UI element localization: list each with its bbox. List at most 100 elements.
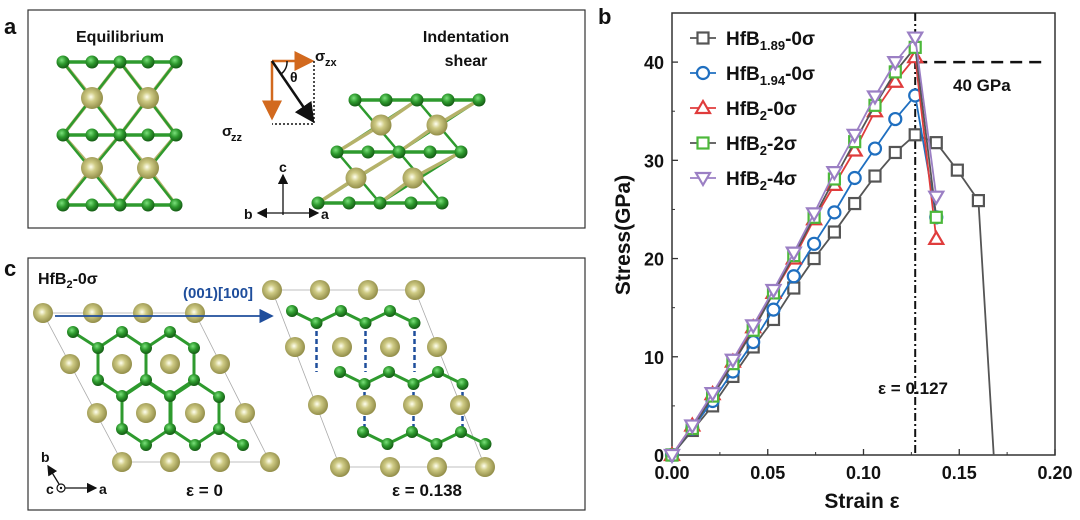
boron-atom [358, 378, 371, 390]
data-point-0 [888, 145, 902, 160]
legend-entry: HfB2-0σ [726, 99, 797, 123]
hafnium-atom [83, 303, 103, 323]
b-axis-label: b [244, 206, 253, 222]
boron-atom [56, 198, 70, 212]
legend-entry: HfB2-2σ [726, 134, 797, 158]
panel-c-label: c [4, 256, 16, 281]
boron-atom [379, 93, 393, 107]
y-tick-label: 20 [644, 250, 664, 270]
data-point-4 [927, 190, 946, 206]
boron-atom [286, 305, 298, 317]
boron-atom [408, 317, 421, 329]
hafnium-atom [403, 395, 423, 415]
boron-atom [359, 317, 372, 329]
c-axis-dot [59, 486, 63, 490]
boron-atom [423, 145, 437, 159]
sigma-zz-sigma: σ [222, 123, 232, 140]
data-point-4 [886, 56, 905, 72]
b-axis-label-c: b [41, 449, 50, 465]
boron-atom [113, 198, 127, 212]
hafnium-atom [60, 354, 80, 374]
hafnium-atom [260, 452, 280, 472]
boron-atom [85, 55, 99, 69]
hafnium-atom [210, 452, 230, 472]
boron-atom [384, 305, 396, 317]
threshold-label: 40 GPa [953, 76, 1011, 95]
hexagonal-lattice-strained [262, 280, 495, 477]
panel-c-frame [27, 257, 586, 511]
hafnium-atom [405, 280, 425, 300]
slip-system-label: (001)[100] [183, 285, 253, 302]
data-point-1 [888, 111, 903, 127]
boron-atom [348, 93, 362, 107]
legend-entry: HfB1.94-0σ [726, 64, 815, 88]
data-point-3 [929, 210, 943, 224]
data-point-4 [906, 31, 925, 47]
hafnium-atom [137, 87, 159, 109]
boron-atom [454, 145, 468, 159]
boron-atom [164, 326, 176, 338]
hafnium-atom [475, 457, 495, 477]
data-point-4 [866, 90, 884, 106]
hafnium-atom [285, 337, 305, 357]
boron-atom [404, 196, 418, 210]
data-point-1 [827, 205, 842, 220]
data-point-0 [971, 194, 986, 208]
boron-atom [455, 426, 467, 438]
hafnium-atom [426, 114, 448, 136]
data-point-2 [927, 229, 946, 246]
hafnium-atom [310, 280, 330, 300]
y-tick-label: 10 [644, 348, 664, 368]
boron-atom [381, 438, 394, 450]
boron-atom [113, 55, 127, 69]
legend-marker [696, 31, 710, 45]
data-point-0 [950, 163, 964, 177]
boron-atom [56, 55, 70, 69]
boron-atom [141, 198, 155, 212]
boron-atom [169, 55, 183, 69]
data-point-1 [766, 302, 781, 317]
y-axis-title: Stress(GPa) [612, 175, 635, 295]
legend-marker [696, 136, 710, 150]
title-main: HfB [38, 271, 66, 288]
hafnium-atom [262, 280, 282, 300]
indentation-title-line1: Indentation [423, 29, 509, 46]
x-axis-title: Strain ε [824, 490, 899, 513]
boron-atom [85, 128, 99, 142]
hafnium-atom [330, 457, 350, 477]
boron-atom [113, 128, 127, 142]
projection-lines [272, 61, 315, 125]
sigma-zx-sigma: σ [315, 48, 325, 65]
panel-c-title: HfB2-0σ [38, 271, 98, 291]
data-point-0 [868, 169, 882, 183]
boron-atom [85, 198, 99, 212]
panel-a-frame [27, 9, 586, 229]
x-tick-label: 0.05 [750, 463, 785, 483]
hafnium-atom [356, 395, 376, 415]
strain-label-left: ε = 0 [186, 481, 223, 500]
a-axis-label-c: a [99, 481, 107, 497]
stress-strain-chart: 0.00 0.05 0.10 0.15 0.20 0 10 20 30 40 HfB1.89-0σ H… [644, 12, 1073, 483]
hexagonal-lattice-unstrained [33, 303, 280, 472]
boron-atom [432, 366, 444, 378]
boron-atom [472, 93, 486, 107]
boron-atom [116, 326, 128, 338]
data-point-1 [867, 141, 883, 156]
hafnium-atom [450, 395, 470, 415]
boron-atom [335, 305, 347, 317]
boron-atom [311, 196, 325, 210]
hafnium-atom [81, 87, 103, 109]
boron-atom [213, 423, 225, 435]
data-point-0 [929, 136, 943, 150]
data-point-4 [764, 283, 783, 300]
boron-atom [164, 423, 176, 435]
x-tick-label: 0.15 [942, 463, 977, 483]
boron-atom [430, 438, 443, 450]
boron-atom [373, 196, 387, 210]
indentation-title-line2: shear [445, 53, 488, 70]
data-point-4 [723, 353, 742, 369]
equilibrium-structure [56, 55, 183, 212]
legend-entry: HfB1.89-0σ [726, 29, 815, 53]
data-point-0 [827, 225, 841, 239]
